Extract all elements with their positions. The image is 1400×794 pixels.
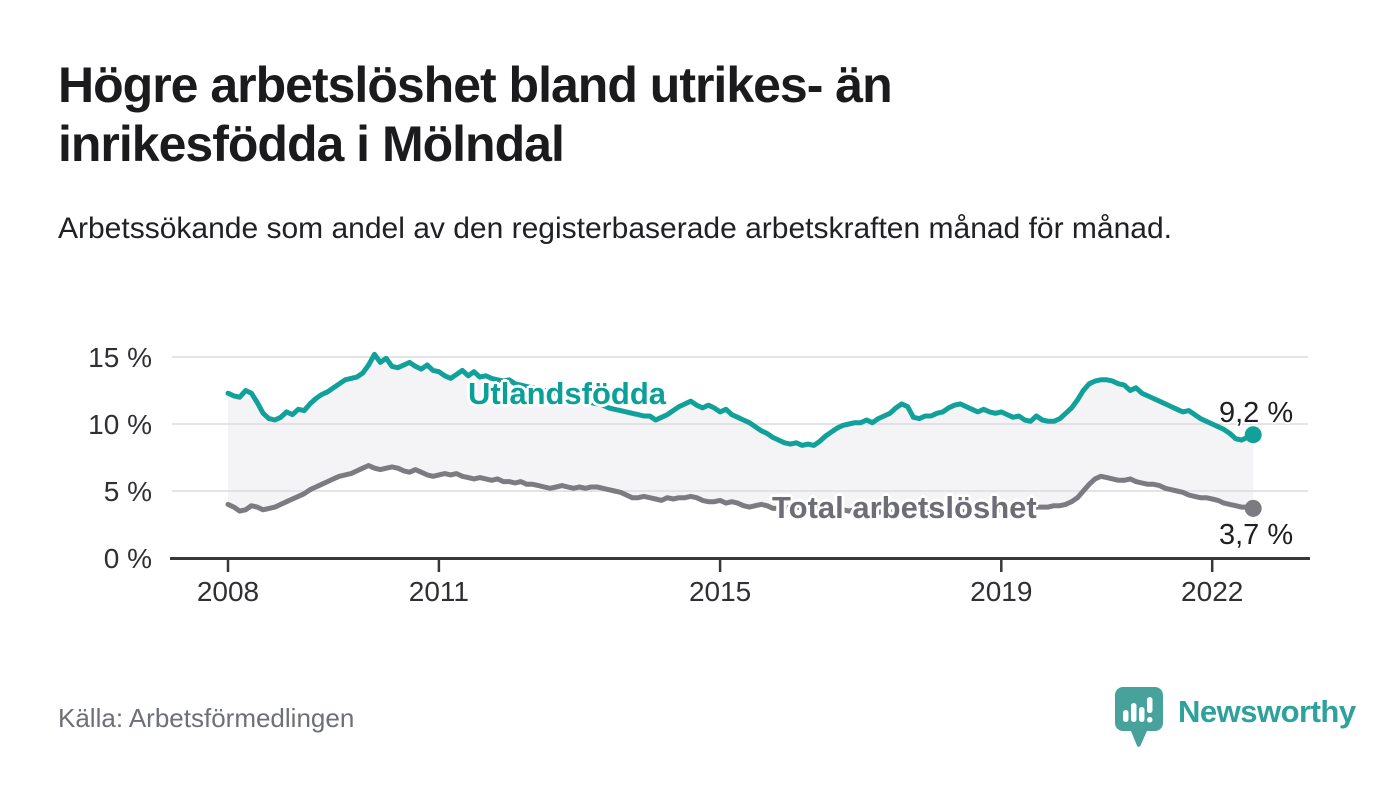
x-tick-label-2015: 2015 bbox=[689, 576, 751, 607]
end-dot-utlandsfodda bbox=[1244, 426, 1262, 444]
series-line-utlandsfodda bbox=[225, 351, 1256, 448]
source-note: Källa: Arbetsförmedlingen bbox=[58, 703, 355, 733]
page-title: Högre arbetslöshet bland utrikes- än inr… bbox=[58, 57, 893, 172]
y-tick-label-10: 10 % bbox=[88, 409, 152, 440]
newsworthy-logo-icon bbox=[1115, 687, 1163, 747]
series-label-utlandsfodda: Utlandsfödda bbox=[468, 376, 667, 411]
x-tick-label-2008: 2008 bbox=[197, 576, 259, 607]
y-tick-label-5: 5 % bbox=[104, 476, 152, 507]
x-tick-label-2022: 2022 bbox=[1181, 576, 1243, 607]
end-dot-total bbox=[1244, 499, 1262, 517]
x-tick-label-2019: 2019 bbox=[970, 576, 1032, 607]
end-value-label-utlandsfodda: 9,2 % bbox=[1219, 397, 1294, 429]
x-tick-label-2011: 2011 bbox=[409, 576, 469, 607]
series-line-total bbox=[225, 463, 1256, 515]
end-value-label-total: 3,7 % bbox=[1219, 519, 1294, 551]
chart-subtitle: Arbetssökande som andel av den registerb… bbox=[58, 212, 1172, 245]
area-fill-between-series bbox=[228, 354, 1254, 513]
series-label-total-arbetsloshet: Total arbetslöshet bbox=[772, 490, 1037, 525]
newsworthy-logo-text: Newsworthy bbox=[1178, 694, 1356, 729]
newsworthy-brand: Newsworthy bbox=[1114, 686, 1356, 750]
y-tick-label-0: 0 % bbox=[104, 543, 152, 574]
y-tick-label-15: 15 % bbox=[88, 342, 152, 373]
